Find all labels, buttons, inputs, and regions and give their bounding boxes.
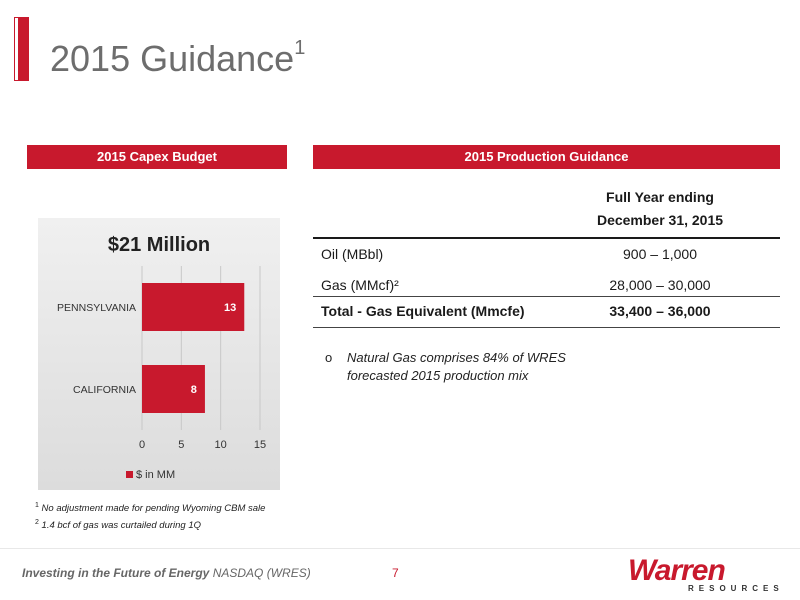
row-value: 28,000 – 30,000 bbox=[609, 277, 711, 293]
title-footnote-ref: 1 bbox=[294, 37, 306, 59]
footnote-1: 1 No adjustment made for pending Wyoming… bbox=[35, 499, 265, 516]
row-label: Total - Gas Equivalent (Mmcfe) bbox=[321, 303, 525, 319]
nasdaq-ticker: NASDAQ (WRES) bbox=[212, 566, 311, 580]
x-tick-label: 10 bbox=[215, 439, 227, 451]
x-tick-label: 5 bbox=[178, 439, 184, 451]
note-bullet: o bbox=[325, 350, 333, 365]
footer-tagline: Investing in the Future of Energy NASDAQ… bbox=[22, 566, 311, 580]
category-label: PENNSYLVANIA bbox=[57, 302, 136, 314]
table-row-oil: Oil (MBbl) 900 – 1,000 bbox=[313, 239, 780, 270]
row-value: 33,400 – 36,000 bbox=[609, 303, 711, 319]
bar bbox=[142, 365, 205, 413]
bar bbox=[142, 283, 245, 331]
row-value: 900 – 1,000 bbox=[623, 246, 697, 262]
page-number: 7 bbox=[392, 566, 399, 580]
footnote-1-text: No adjustment made for pending Wyoming C… bbox=[38, 503, 266, 515]
production-section-header: 2015 Production Guidance bbox=[313, 145, 780, 169]
note-text: Natural Gas comprises 84% of WRES foreca… bbox=[347, 350, 566, 383]
chart-title: $21 Million bbox=[108, 234, 210, 256]
capex-section-header: 2015 Capex Budget bbox=[27, 145, 287, 169]
total-divider bbox=[313, 296, 780, 297]
footnote-2-marker: 2 bbox=[35, 519, 39, 527]
page-title: 2015 Guidance1 bbox=[50, 37, 306, 80]
bar-data-label: 13 bbox=[224, 302, 236, 314]
table-row-total: Total - Gas Equivalent (Mmcfe) 33,400 – … bbox=[313, 296, 780, 327]
x-tick-label: 0 bbox=[139, 439, 145, 451]
row-label: Gas (MMcf)² bbox=[321, 277, 399, 293]
warren-resources-logo: Warren RESOURCES bbox=[628, 554, 779, 594]
title-text: 2015 Guidance bbox=[50, 38, 295, 79]
logo-subtitle: RESOURCES bbox=[688, 584, 784, 593]
capex-chart: $21 Million 0 5 10 15 8 CALIFORNIA 13 PENNSYLVAN… bbox=[38, 218, 280, 490]
table-bottom-divider bbox=[313, 327, 780, 328]
column-header-line2: December 31, 2015 bbox=[596, 212, 724, 228]
x-tick-label: 15 bbox=[254, 439, 266, 451]
tagline-text: Investing in the Future of Energy bbox=[22, 566, 210, 580]
logo-wordmark: Warren bbox=[628, 554, 726, 587]
footnote-2-text: 1.4 bcf of gas was curtailed during 1Q bbox=[38, 520, 202, 532]
title-accent-bar bbox=[14, 17, 29, 81]
table-header: Full Year ending December 31, 2015 bbox=[313, 185, 780, 237]
footer-divider bbox=[0, 548, 800, 549]
legend-swatch bbox=[126, 471, 133, 478]
capex-bar-chart-svg: $21 Million 0 5 10 15 8 CALIFORNIA 13 PENNSYLVAN… bbox=[57, 234, 266, 481]
footnotes: 1 No adjustment made for pending Wyoming… bbox=[35, 499, 265, 533]
footnote-1-marker: 1 bbox=[35, 502, 39, 509]
header-divider bbox=[313, 237, 780, 239]
row-label: Oil (MBbl) bbox=[321, 246, 384, 262]
legend-label: $ in MM bbox=[136, 469, 175, 481]
column-header-line1: Full Year ending bbox=[606, 189, 714, 205]
bar-data-label: 8 bbox=[191, 384, 197, 396]
table-row-gas: Gas (MMcf)² 28,000 – 30,000 bbox=[313, 270, 780, 301]
category-label: CALIFORNIA bbox=[73, 384, 136, 396]
footnote-2: 2 1.4 bcf of gas was curtailed during 1Q bbox=[35, 516, 265, 533]
